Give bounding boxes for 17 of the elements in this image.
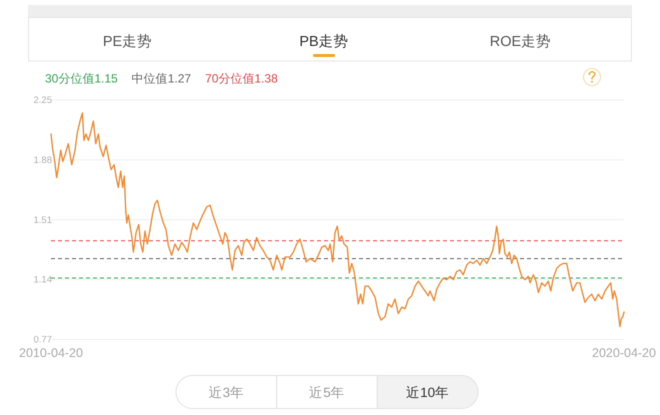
ref-line-label: 30分位值1.15 bbox=[45, 72, 118, 86]
text: 近10年 bbox=[406, 385, 450, 400]
text: 近5年 bbox=[309, 385, 345, 400]
line-series bbox=[50, 112, 625, 328]
ref-line-label: 70分位值1.38 bbox=[205, 72, 278, 86]
text: PB走势 bbox=[299, 33, 349, 50]
y-tick-label: 1.51 bbox=[34, 214, 52, 226]
y-tick-label: 2.25 bbox=[34, 95, 52, 106]
y-tick-label: 1.14 bbox=[34, 274, 52, 286]
x-tick-label: 2010-04-20 bbox=[19, 346, 84, 360]
ref-line-label: 中位值1.27 bbox=[132, 72, 192, 86]
y-tick-label: 1.88 bbox=[34, 154, 52, 166]
y-tick-label: 0.77 bbox=[34, 334, 52, 346]
text: 近3年 bbox=[208, 385, 244, 400]
text: ROE走势 bbox=[490, 33, 552, 50]
text: PE走势 bbox=[102, 33, 152, 50]
x-tick-label: 2020-04-20 bbox=[592, 346, 656, 360]
